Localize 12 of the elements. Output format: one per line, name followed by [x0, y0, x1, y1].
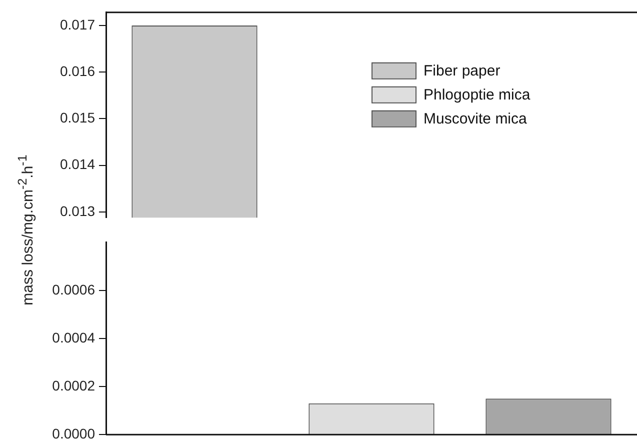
y-tick-label: 0.013 — [60, 202, 96, 219]
legend-label: Fiber paper — [424, 62, 500, 80]
y-tick-label: 0.016 — [60, 62, 96, 79]
legend-label: Muscovite mica — [424, 110, 528, 128]
y-tick-label: 0.014 — [60, 156, 96, 172]
y-tick-label: 0.0006 — [52, 281, 96, 298]
y-tick-label: 0.015 — [60, 110, 96, 126]
legend-label: Phlogoptie mica — [424, 86, 531, 104]
y-tick-label: 0.0004 — [52, 329, 96, 346]
y-tick-label: 0.0002 — [52, 377, 96, 394]
y-tick-label: 0.0000 — [52, 425, 96, 442]
y-tick-label: 0.017 — [60, 16, 96, 32]
